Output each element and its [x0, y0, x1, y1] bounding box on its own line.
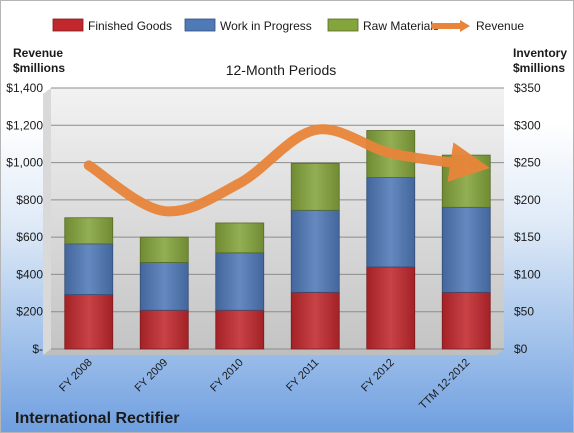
- company-name: International Rectifier: [15, 410, 179, 427]
- bar-segment: [290, 209, 340, 293]
- legend-swatch-finished-goods: [52, 18, 84, 32]
- left-tick-label: $1,400: [6, 81, 43, 95]
- legend-label-raw-materials: Raw Materials: [363, 19, 439, 33]
- left-tick-label: $200: [16, 305, 43, 319]
- x-tick-label: FY 2008: [57, 357, 95, 395]
- legend-label-finished-goods: Finished Goods: [88, 19, 172, 33]
- revenue-line: [83, 124, 490, 217]
- bar-segment: [366, 177, 416, 268]
- right-axis-title-line1: Inventory: [513, 46, 567, 60]
- right-axis-title-line2: $millions: [513, 61, 565, 75]
- left-tick-label: $800: [16, 193, 43, 207]
- x-tick-label: FY 2010: [208, 357, 246, 395]
- right-tick-label: $0: [514, 342, 528, 356]
- left-tick-label: $1,000: [6, 156, 43, 170]
- right-tick-label: $200: [514, 193, 541, 207]
- right-tick-label: $250: [514, 156, 541, 170]
- left-tick-label: $600: [16, 230, 43, 244]
- bar-segment: [64, 217, 114, 245]
- left-axis-title-line1: Revenue: [13, 46, 63, 60]
- bar-segment: [64, 243, 114, 295]
- x-tick-label: TTM 12-2012: [417, 357, 472, 412]
- right-tick-label: $350: [514, 81, 541, 95]
- chart-subtitle: 12-Month Periods: [226, 62, 337, 78]
- plot-area: [51, 88, 504, 349]
- x-tick-label: FY 2011: [284, 357, 321, 394]
- left-axis-title-line2: $millions: [13, 61, 65, 75]
- bar-segment: [441, 206, 491, 293]
- bar-segment: [215, 252, 265, 311]
- left-tick-label: $1,200: [6, 118, 43, 132]
- x-tick-label: FY 2012: [359, 357, 397, 395]
- legend-label-revenue: Revenue: [476, 19, 524, 33]
- right-tick-label: $100: [514, 267, 541, 281]
- legend-label-work-in-progress: Work in Progress: [220, 19, 312, 33]
- legend-swatch-work-in-progress: [184, 18, 216, 32]
- plot-floor: [43, 349, 504, 355]
- bar-segment: [139, 262, 189, 311]
- bar-segment: [139, 236, 189, 263]
- bar-segment: [215, 222, 265, 254]
- legend-swatch-raw-materials: [327, 18, 359, 32]
- bar-segment: [64, 294, 114, 350]
- right-tick-label: $150: [514, 230, 541, 244]
- bar-segment: [441, 291, 491, 350]
- bar-segment: [290, 162, 340, 211]
- bar-segment: [215, 309, 265, 350]
- bar-segment: [290, 291, 340, 350]
- bar-segment: [139, 309, 189, 350]
- left-tick-label: $400: [16, 267, 43, 281]
- legend-arrow-head: [460, 20, 470, 32]
- bar-segment: [366, 266, 416, 350]
- right-tick-label: $300: [514, 118, 541, 132]
- left-tick-label: $-: [32, 342, 43, 356]
- x-tick-label: FY 2009: [133, 357, 171, 395]
- plot-side-wall: [43, 88, 51, 355]
- right-tick-label: $50: [514, 305, 534, 319]
